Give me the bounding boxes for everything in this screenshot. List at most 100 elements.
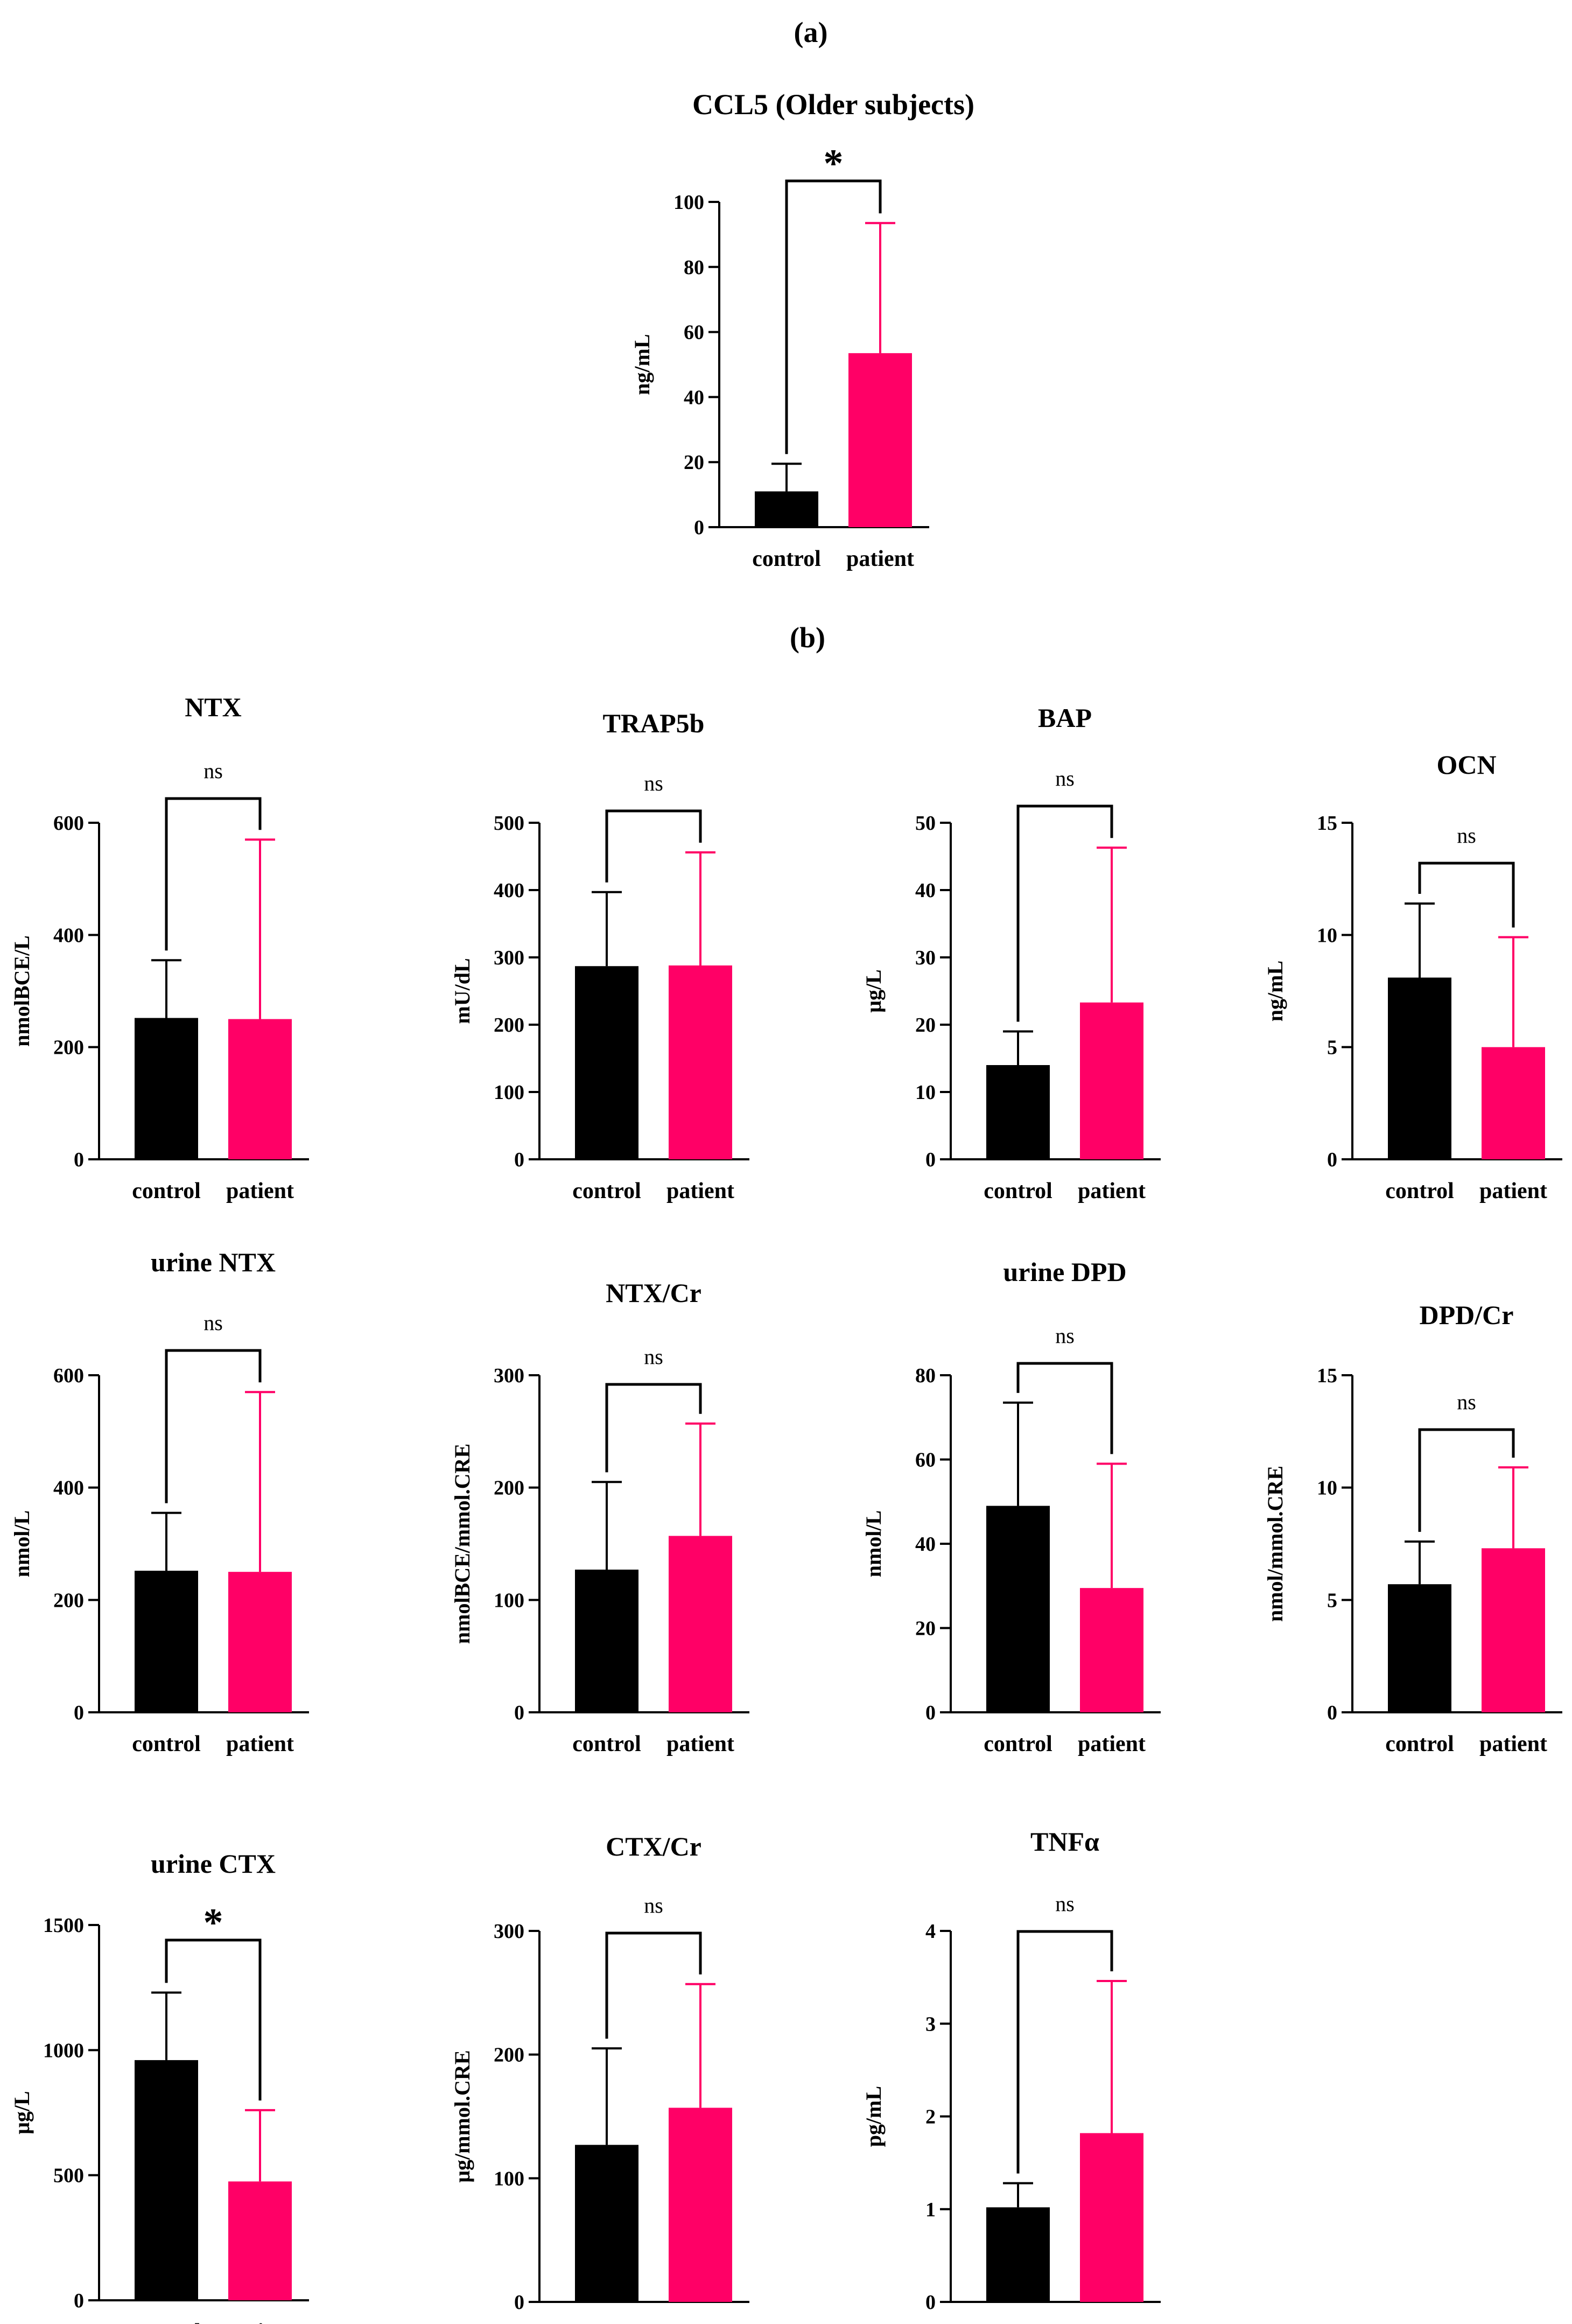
x-tick-label-patient: patient [226,2320,294,2324]
x-tick-label-control: control [132,1732,201,1756]
significance-bracket [1016,1930,1113,2174]
significance-bracket [1016,804,1113,1022]
y-tick-label: 80 [915,1364,936,1387]
x-tick-label-control: control [984,1179,1052,1203]
significance-label: * [203,1901,223,1945]
bar-chart-6: urine NTX nmol/L 0 200 400 600 control patient n… [10,1247,309,1756]
bar-control [755,491,818,527]
x-tick-label-patient: patient [226,1732,294,1756]
significance-bracket [785,179,882,454]
x-tick-label-patient: patient [846,547,914,571]
y-tick-label: 30 [915,947,936,969]
x-tick-label-control: control [752,547,821,571]
y-tick-label: 20 [684,451,704,474]
y-tick-label: 400 [53,1477,84,1500]
panel-label-a: (a) [794,16,828,48]
y-axis-label: μg/mmol.CRE [450,2050,474,2183]
significance-bracket [605,809,702,883]
chart-title: DPD/Cr [1420,1300,1514,1330]
chart-title: urine DPD [1003,1257,1126,1287]
y-tick-label: 20 [915,1014,936,1037]
y-tick-label: 10 [915,1081,936,1104]
y-axis-label: pg/mL [861,2086,886,2147]
bar-control [986,2207,1050,2302]
y-tick-label: 15 [1317,1364,1337,1387]
bar-control [575,2145,638,2302]
y-tick-label: 500 [494,812,524,835]
significance-label: ns [1055,1324,1075,1348]
y-tick-label: 0 [514,2291,524,2314]
bar-chart-10: urine CTX μg/L 0 500 1000 1500 control patient * [10,1849,309,2324]
bar-patient [669,2108,732,2302]
bar-control [1388,977,1451,1159]
y-tick-label: 100 [494,1081,524,1104]
significance-label: ns [203,1311,223,1335]
significance-label: ns [644,771,663,795]
bar-control [135,1018,198,1159]
y-tick-label: 200 [494,1014,524,1037]
chart-title: TNFα [1030,1826,1099,1857]
y-tick-label: 50 [915,812,936,835]
bar-control [575,1569,638,1712]
x-tick-label-patient: patient [1479,1732,1547,1756]
significance-label: ns [1457,1390,1476,1414]
bar-patient [228,1572,292,1712]
chart-title: CTX/Cr [606,1831,701,1861]
bar-chart-1: CCL5 (Older subjects) ng/mL 0 20 40 60 80 100 co… [630,88,974,571]
significance-bracket [165,1938,262,2101]
x-tick-label-patient: patient [226,1179,294,1203]
bar-control [575,966,638,1159]
y-tick-label: 200 [494,1477,524,1500]
y-tick-label: 5 [1327,1589,1337,1612]
y-tick-label: 0 [74,1702,84,1724]
x-tick-label-control: control [572,1732,641,1756]
bar-patient [1080,1588,1143,1712]
y-tick-label: 100 [494,1589,524,1612]
significance-label: ns [1457,823,1476,848]
bar-patient [669,965,732,1159]
y-tick-label: 600 [53,812,84,835]
y-tick-label: 0 [925,1149,936,1171]
panel-label-b: (b) [790,621,825,654]
y-tick-label: 200 [494,2044,524,2067]
y-tick-label: 200 [53,1037,84,1059]
bar-chart-7: NTX/Cr nmolBCE/mmol.CRE 0 100 200 300 control p… [450,1278,749,1756]
bar-patient [1482,1047,1545,1159]
y-tick-label: 15 [1317,812,1337,835]
chart-title: urine NTX [151,1247,276,1277]
significance-bracket [605,1383,702,1473]
significance-bracket [165,1349,262,1503]
y-tick-label: 4 [925,1920,936,1943]
x-tick-label-control: control [132,2320,201,2324]
bar-patient [1080,2133,1143,2302]
x-tick-label-patient: patient [1078,1732,1146,1756]
y-axis-label: mU/dL [450,958,474,1024]
significance-label: ns [203,759,223,783]
bar-control [135,1571,198,1712]
charts-container: CCL5 (Older subjects)ng/mL020406080100co… [10,88,1562,2324]
y-axis-label: ng/mL [630,334,654,395]
y-tick-label: 60 [915,1449,936,1472]
y-tick-label: 300 [494,947,524,969]
bar-chart-2: NTX nmolBCE/L 0 200 400 600 control patient ns [10,692,309,1203]
chart-title: OCN [1436,750,1496,780]
bar-chart-11: CTX/Cr μg/mmol.CRE 0 100 200 300 control patien… [450,1831,749,2324]
bar-chart-4: BAP μg/L 0 10 20 30 40 50 control patient ns [861,703,1161,1203]
y-tick-label: 200 [53,1589,84,1612]
chart-title: urine CTX [151,1849,276,1879]
x-tick-label-control: control [984,1732,1052,1756]
y-axis-label: nmol/L [10,1510,34,1577]
significance-label: ns [644,1893,663,1917]
y-tick-label: 0 [514,1149,524,1171]
x-tick-label-control: control [1385,1732,1454,1756]
y-tick-label: 10 [1317,1477,1337,1500]
bar-patient [228,2181,292,2300]
x-tick-label-patient: patient [1479,1179,1547,1203]
x-tick-label-control: control [572,1179,641,1203]
y-axis-label: nmol/L [861,1510,886,1577]
significance-bracket [165,797,262,951]
bar-control [986,1506,1050,1712]
chart-title: TRAP5b [603,708,705,738]
y-tick-label: 40 [915,1533,936,1556]
